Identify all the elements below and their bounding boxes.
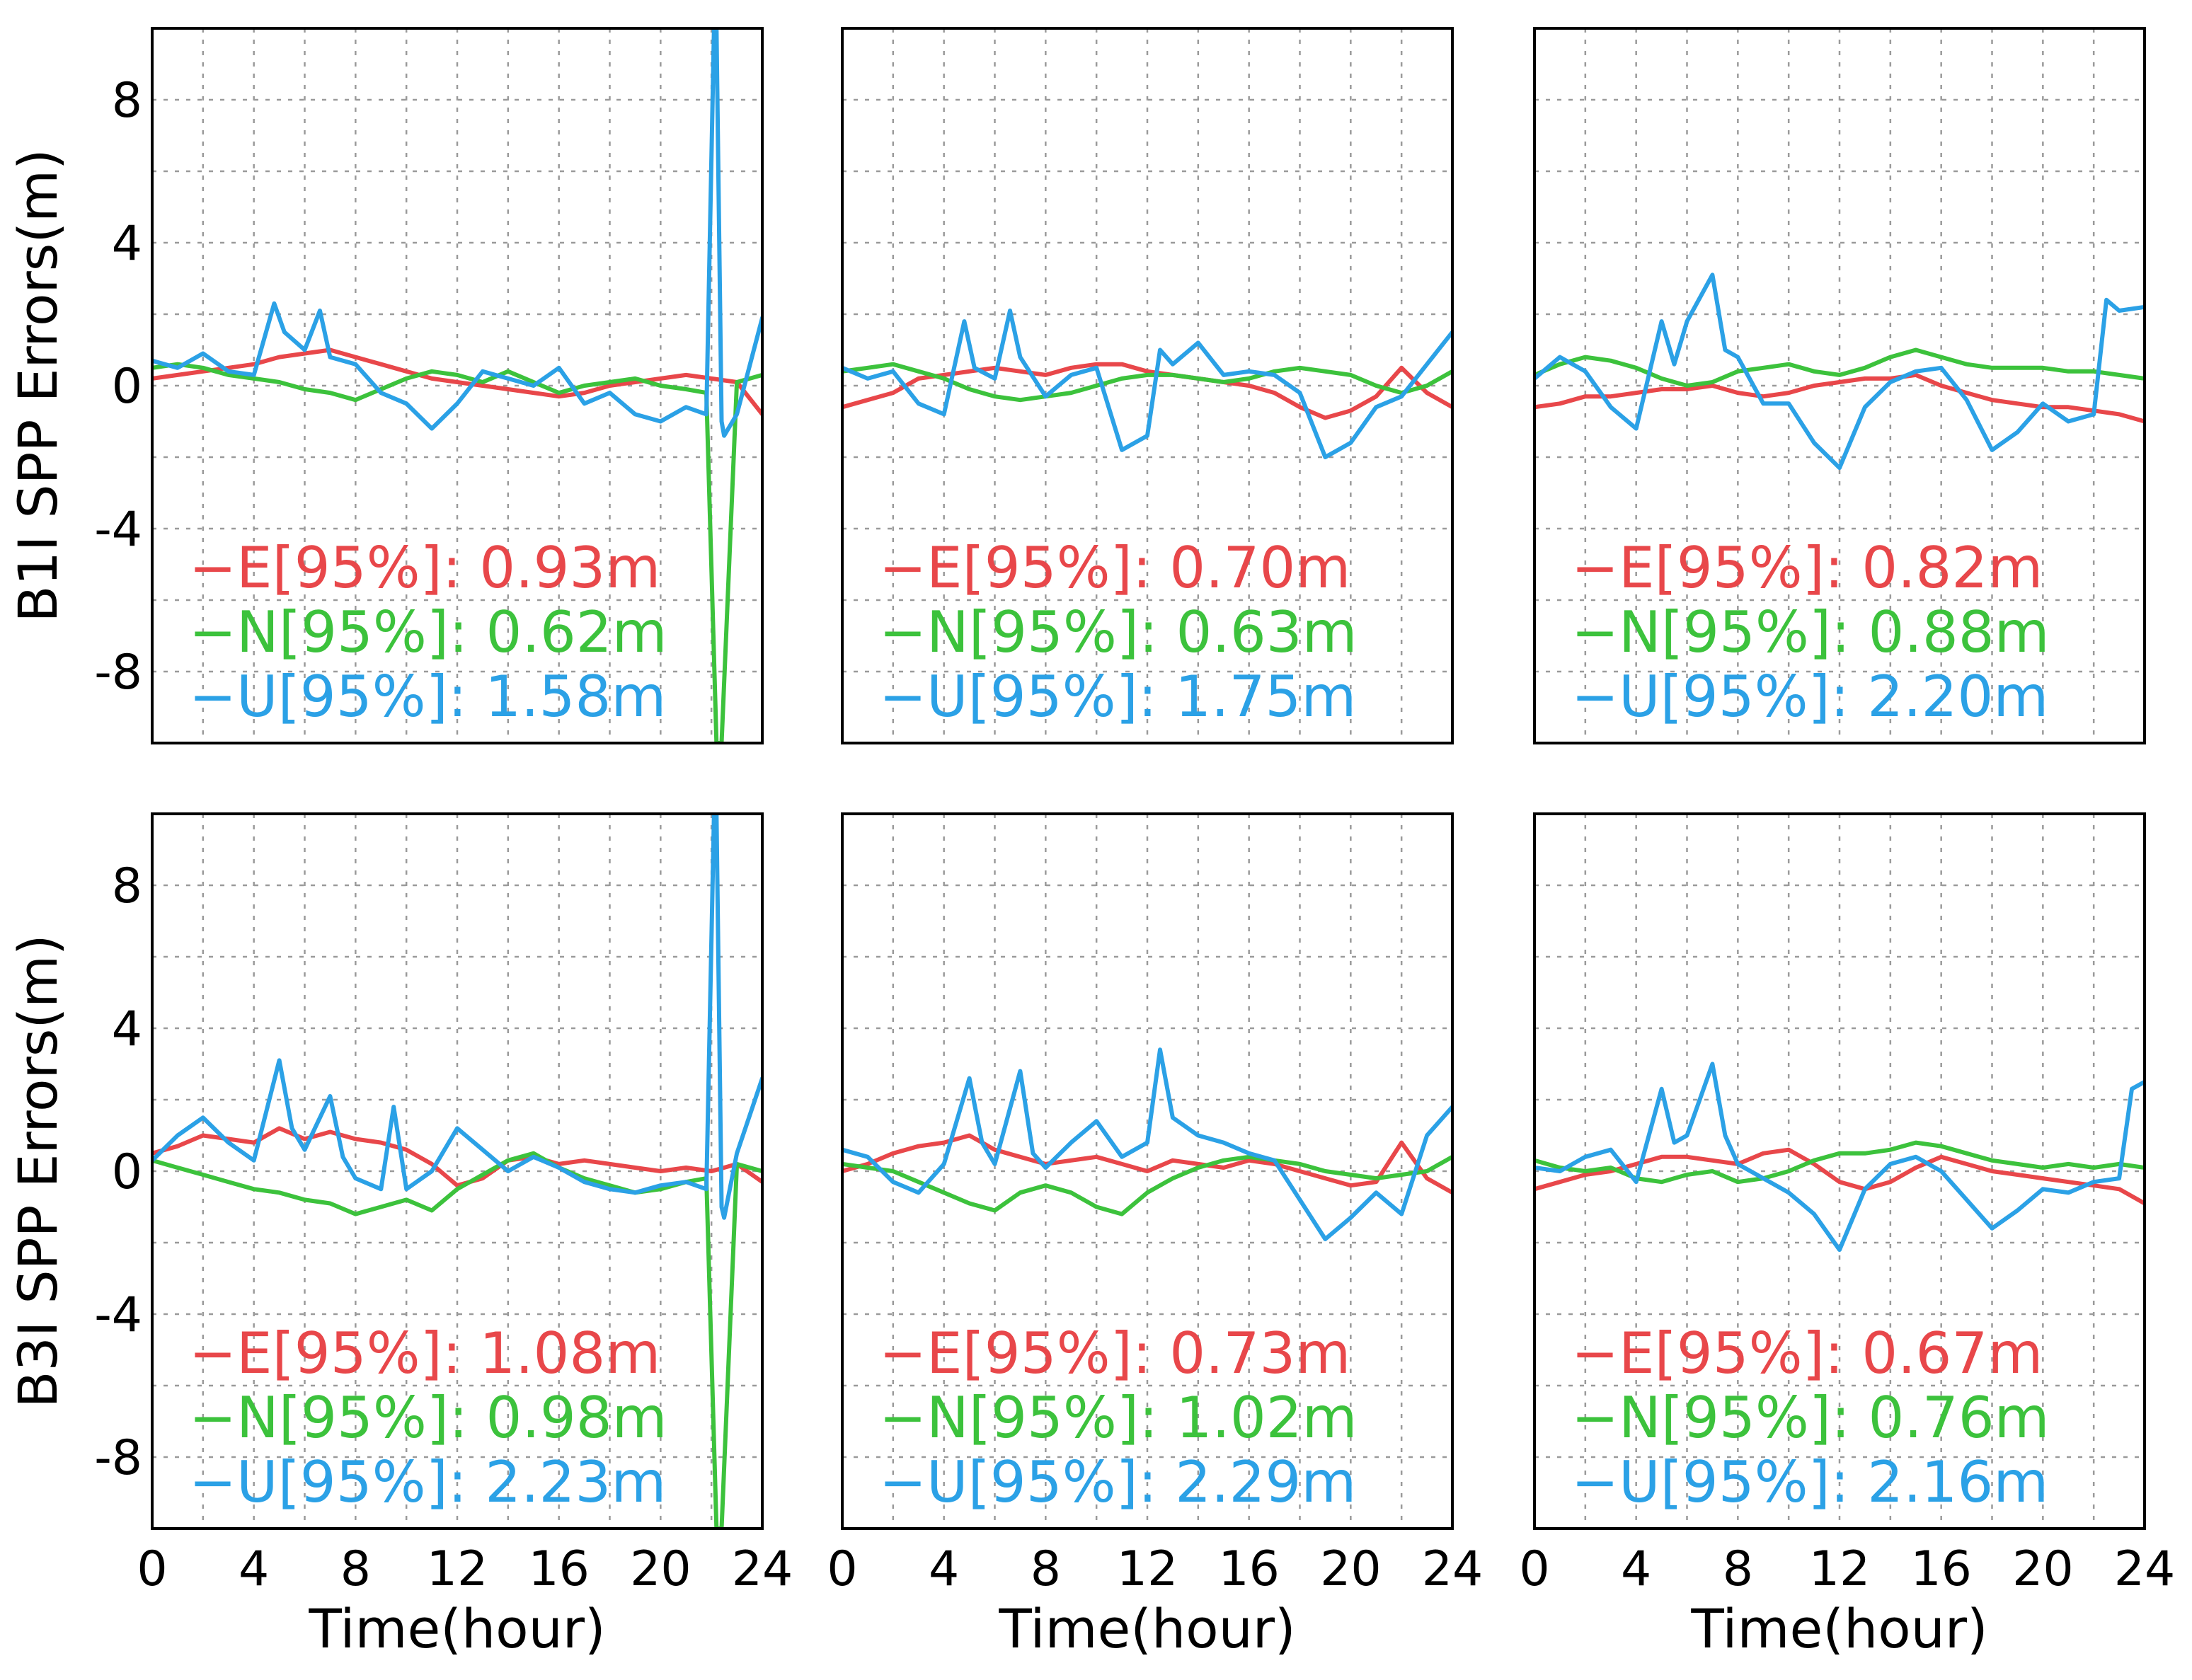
y-tick-label: 0 [112,359,142,415]
plot-frame [151,812,764,1530]
plot-frame [1533,812,2146,1530]
series-line-E [152,1126,762,1188]
panel-r1-c2: −E[95%]: 0.70m−N[95%]: 0.63m−U[95%]: 1.7… [841,27,1454,744]
x-tick-label: 20 [1320,1541,1382,1597]
x-tick-label: 4 [929,1541,959,1597]
x-tick-label: 16 [1218,1541,1280,1597]
plot-frame [841,812,1454,1530]
plot-frame [841,27,1454,744]
legend-entry-N: −N[95%]: 0.88m [1571,599,2050,665]
x-tick-label: 12 [1117,1541,1178,1597]
series-line-N [842,362,1452,403]
plot-area [842,309,1452,459]
legend-entry-E: −E[95%]: 0.67m [1571,1321,2043,1386]
x-tick-label: 8 [1723,1541,1753,1597]
plot-area [152,814,762,1529]
series-line-U [842,309,1452,459]
y-tick-label: -4 [94,1287,142,1343]
plot-area [152,28,762,743]
x-tick-label: 24 [2114,1541,2176,1597]
series-line-U [1534,272,2145,471]
plot-frame [1533,27,2146,744]
x-axis-label: Time(hour) [998,1597,1295,1660]
plot-area [1534,272,2145,471]
series-line-N [1534,1140,2145,1185]
panel-r2-c1: −E[95%]: 1.08m−N[95%]: 0.98m−U[95%]: 2.2… [94,812,793,1660]
y-tick-label: -8 [94,645,142,701]
legend-entry-E: −E[95%]: 1.08m [189,1321,660,1386]
series-line-E [1534,372,2145,424]
plot-frame [151,27,764,744]
x-axis-label: Time(hour) [1690,1597,1987,1660]
panel-r1-c1: −E[95%]: 0.93m−N[95%]: 0.62m−U[95%]: 1.5… [94,27,764,744]
panel-r1-c3: −E[95%]: 0.82m−N[95%]: 0.88m−U[95%]: 2.2… [1533,27,2146,744]
panel-r2-c3: −E[95%]: 0.67m−N[95%]: 0.76m−U[95%]: 2.1… [1519,812,2176,1660]
series-line-N [842,1154,1452,1216]
panel-r2-c2: −E[95%]: 0.73m−N[95%]: 1.02m−U[95%]: 2.2… [827,812,1484,1660]
x-tick-label: 0 [827,1541,857,1597]
legend-entry-E: −E[95%]: 0.73m [879,1321,1350,1386]
legend-entry-U: −U[95%]: 1.75m [879,664,1356,730]
legend-entry-E: −E[95%]: 0.70m [879,535,1350,601]
y-tick-label: -4 [94,502,142,558]
x-axis-label: Time(hour) [308,1597,605,1660]
y-tick-label: 4 [112,1001,142,1057]
x-tick-label: 12 [427,1541,488,1597]
legend-entry-N: −N[95%]: 0.98m [189,1385,667,1451]
series-line-U [842,1047,1452,1241]
y-tick-label: 8 [112,73,142,129]
series-line-U [152,814,762,1220]
x-tick-label: 4 [1621,1541,1651,1597]
x-tick-label: 24 [1422,1541,1484,1597]
x-tick-label: 20 [630,1541,692,1597]
y-tick-label: 8 [112,858,142,914]
x-tick-label: 8 [1031,1541,1061,1597]
x-tick-label: 8 [340,1541,371,1597]
x-tick-label: 20 [2012,1541,2074,1597]
series-line-U [1534,1061,2145,1253]
y-axis-label: B3I SPP Errors(m) [6,934,69,1408]
series-line-U [152,28,762,438]
legend-entry-E: −E[95%]: 0.93m [189,535,660,601]
legend-entry-U: −U[95%]: 2.20m [1571,664,2048,730]
plot-area [842,1047,1452,1241]
x-tick-label: 16 [528,1541,590,1597]
x-tick-label: 4 [239,1541,269,1597]
series-line-E [842,1133,1452,1195]
y-tick-label: 4 [112,216,142,272]
series-line-N [152,362,762,743]
series-line-N [152,1151,762,1529]
y-axis-label: B1I SPP Errors(m) [6,149,69,622]
x-tick-label: 0 [1519,1541,1549,1597]
legend-entry-U: −U[95%]: 2.16m [1571,1449,2048,1515]
x-tick-label: 0 [137,1541,167,1597]
x-tick-label: 12 [1809,1541,1871,1597]
series-line-E [1534,1147,2145,1206]
legend-entry-N: −N[95%]: 0.63m [879,599,1358,665]
legend-entry-U: −U[95%]: 1.58m [189,664,666,730]
legend-entry-N: −N[95%]: 0.62m [189,599,667,665]
series-line-N [1534,347,2145,388]
legend-entry-U: −U[95%]: 2.23m [189,1449,666,1515]
legend-entry-N: −N[95%]: 0.76m [1571,1385,2050,1451]
x-tick-label: 16 [1910,1541,1972,1597]
x-tick-label: 24 [732,1541,793,1597]
y-tick-label: 0 [112,1144,142,1200]
legend-entry-N: −N[95%]: 1.02m [879,1385,1358,1451]
series-line-E [842,362,1452,420]
legend-entry-U: −U[95%]: 2.29m [879,1449,1356,1515]
legend-entry-E: −E[95%]: 0.82m [1571,535,2043,601]
y-tick-label: -8 [94,1430,142,1486]
plot-area [1534,1061,2145,1253]
series-line-E [152,347,762,417]
